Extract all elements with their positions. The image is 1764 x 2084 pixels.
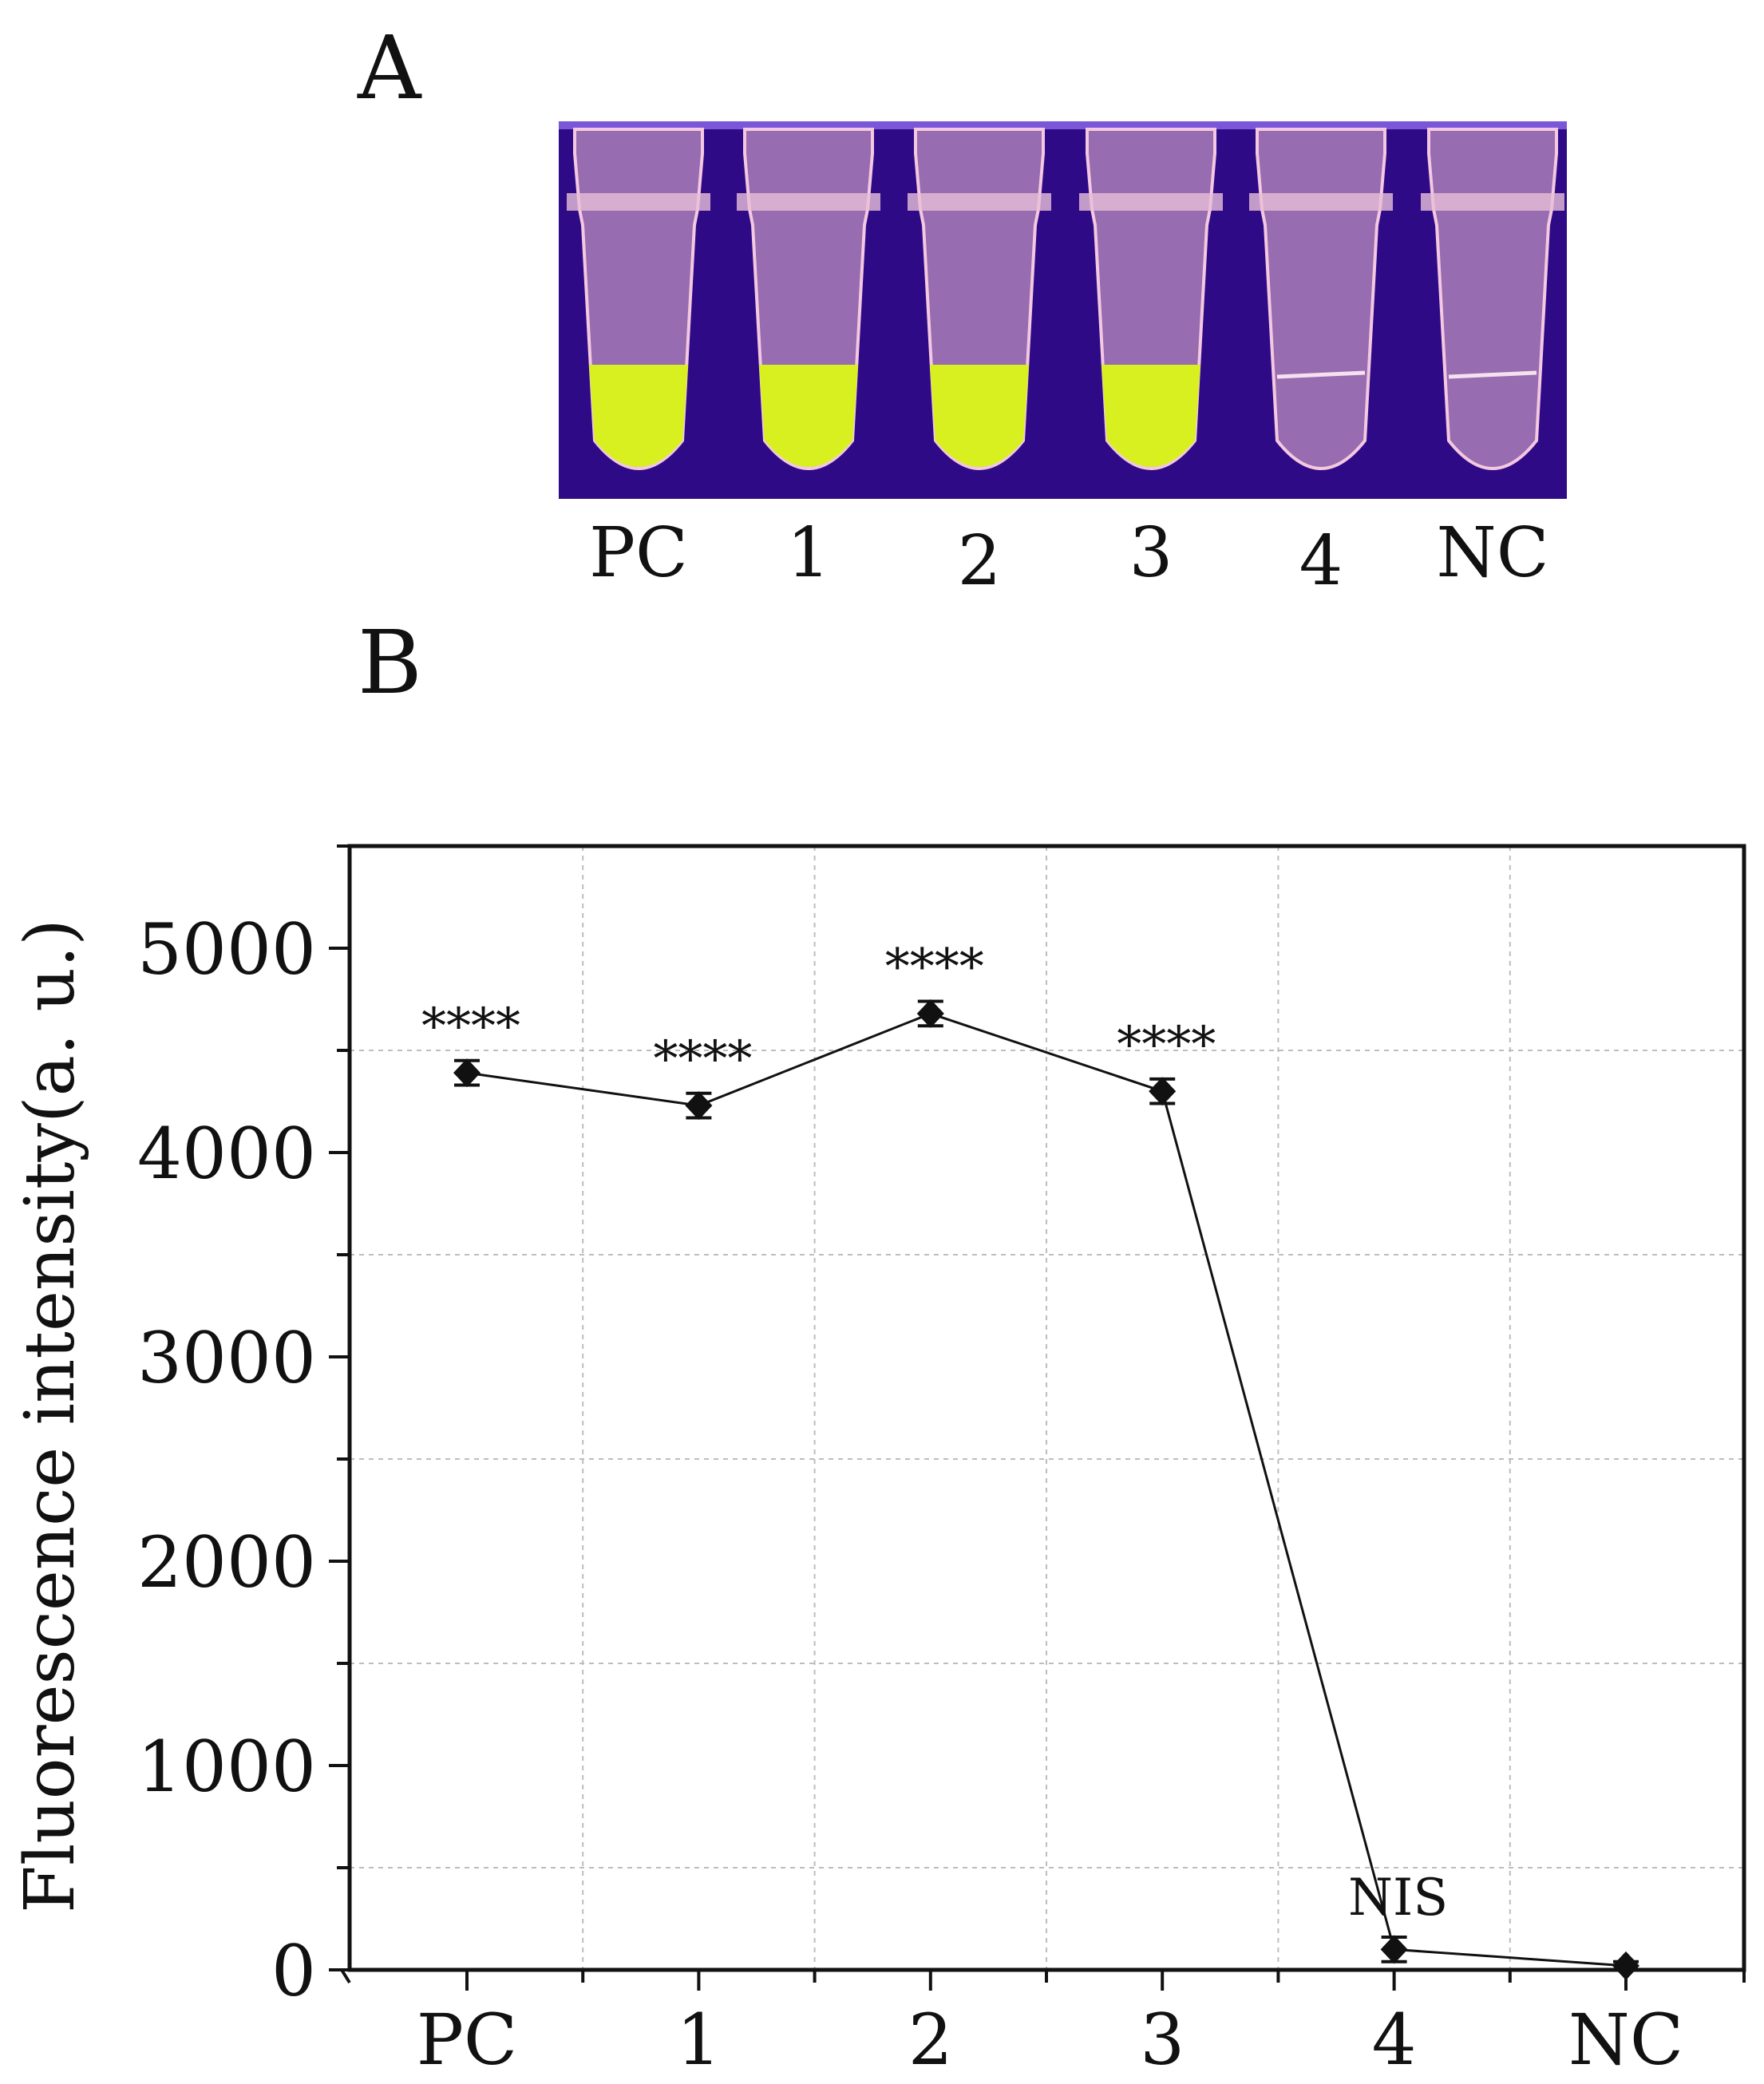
tube-4 <box>1079 128 1223 470</box>
significance-annotation: **** <box>421 997 520 1055</box>
panel-a-label: A <box>358 17 421 119</box>
uv-tube-photo <box>559 121 1567 499</box>
data-marker <box>916 999 944 1028</box>
data-point-NC <box>1612 1951 1639 1980</box>
tube-body <box>1256 128 1386 470</box>
y-tick-label: 0 <box>271 1930 316 2012</box>
plot-frame <box>347 844 1746 1972</box>
tube-5 <box>1249 128 1393 470</box>
tube-body <box>1427 128 1558 470</box>
tube-3 <box>908 128 1051 470</box>
tube-label: 3 <box>1129 513 1173 593</box>
grid <box>350 846 1744 1970</box>
data-point-1 <box>685 1091 713 1121</box>
data-marker <box>1612 1951 1639 1980</box>
tube-rim <box>1249 193 1393 211</box>
x-tick-label: 1 <box>676 1999 721 2081</box>
y-tick-label: 5000 <box>137 908 316 991</box>
tube-fluorescent-liquid <box>589 365 688 467</box>
tube-fluorescent-liquid <box>1102 365 1200 467</box>
y-tick-label: 4000 <box>137 1113 316 1195</box>
significance-annotation: **** <box>653 1030 752 1088</box>
y-axis-title: Fluorescence intensity(a. u.) <box>10 919 90 1913</box>
tube-label: NC <box>1436 513 1549 593</box>
tube-label: PC <box>589 513 688 593</box>
data-point-4 <box>1380 1935 1408 1964</box>
data-marker <box>453 1058 481 1088</box>
photo-background <box>559 121 1567 499</box>
data-marker <box>685 1091 713 1121</box>
significance-annotation: NIS <box>1348 1868 1448 1928</box>
tube-meniscus <box>1448 370 1537 379</box>
data-point-PC <box>453 1058 481 1088</box>
tube-meniscus <box>1276 370 1366 379</box>
x-minor-tick <box>340 1968 351 1984</box>
tube-label: 1 <box>786 513 831 593</box>
tube-1 <box>567 128 710 470</box>
y-tick-label: 2000 <box>137 1521 316 1604</box>
tube-rim <box>567 193 710 211</box>
tube-6 <box>1421 128 1564 470</box>
x-tick-label: 2 <box>908 1999 953 2081</box>
tube-label: 4 <box>1299 521 1343 601</box>
tube-rim <box>737 193 880 211</box>
series-line <box>466 1012 1627 1967</box>
panel-b-label: B <box>358 611 422 714</box>
y-tick-label: 1000 <box>137 1726 316 1808</box>
data-marker <box>1380 1935 1408 1964</box>
tube-rim <box>908 193 1051 211</box>
significance-annotation: **** <box>885 938 984 996</box>
data-marker <box>1149 1077 1177 1106</box>
strip-top <box>559 121 1567 129</box>
y-tick-label: 3000 <box>137 1317 316 1399</box>
tube-rim <box>1079 193 1223 211</box>
tube-fluorescent-liquid <box>930 365 1029 467</box>
x-tick-label: 4 <box>1372 1999 1417 2081</box>
tube-2 <box>737 128 880 470</box>
data-point-3 <box>1149 1077 1177 1106</box>
tube-rim <box>1421 193 1564 211</box>
tube-label: 2 <box>957 521 1002 601</box>
x-tick-label: PC <box>417 1999 518 2081</box>
x-tick-label: NC <box>1568 1999 1683 2081</box>
tube-fluorescent-liquid <box>759 365 858 467</box>
data-point-2 <box>916 999 944 1028</box>
significance-annotation: **** <box>1117 1015 1216 1074</box>
x-tick-label: 3 <box>1140 1999 1185 2081</box>
